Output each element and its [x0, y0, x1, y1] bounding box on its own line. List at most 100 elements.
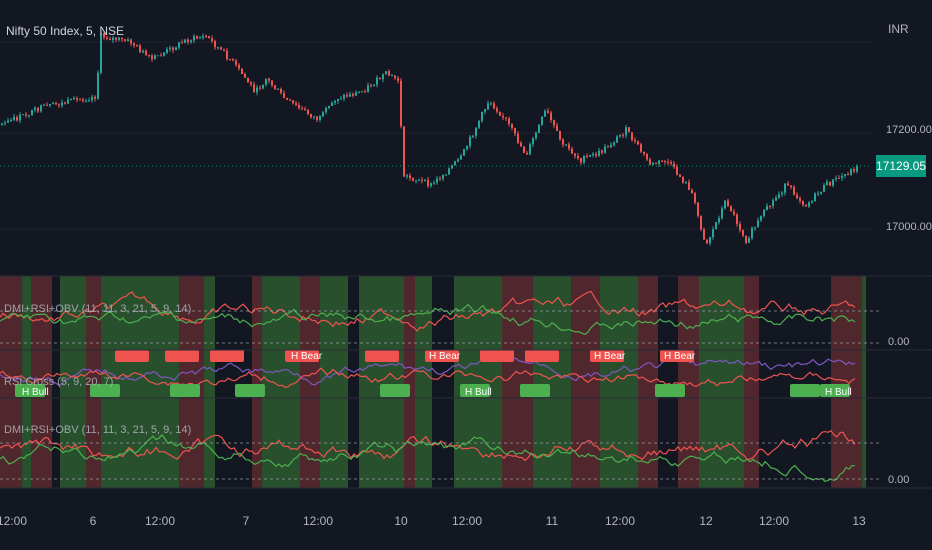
bear-signal-badge	[660, 350, 694, 362]
bear-signal-badge	[590, 350, 624, 362]
x-axis-label: 12:00	[452, 514, 482, 528]
candle-body	[139, 45, 141, 53]
candle-body	[445, 174, 447, 176]
candle-body	[340, 98, 342, 100]
candle-body	[709, 237, 711, 244]
candle-body	[781, 192, 783, 195]
signal-zone	[744, 350, 759, 398]
candle-body	[136, 45, 138, 47]
candle-body	[298, 104, 300, 108]
candle-body	[358, 92, 360, 94]
candle-body	[439, 178, 441, 180]
candle-body	[634, 140, 636, 142]
candle-body	[538, 124, 540, 133]
candle-body	[247, 77, 249, 83]
bear-signal-badge	[425, 350, 459, 362]
candle-body	[625, 127, 627, 136]
signal-zone	[404, 276, 415, 350]
candle-body	[208, 36, 210, 39]
candlestick-series	[1, 30, 858, 246]
candle-body	[415, 180, 417, 182]
candle-body	[562, 139, 564, 145]
candle-body	[106, 37, 108, 39]
candle-body	[565, 144, 567, 146]
candle-body	[133, 43, 135, 46]
candle-body	[313, 116, 315, 118]
candle-body	[49, 104, 51, 106]
candle-body	[529, 144, 531, 155]
candle-body	[769, 205, 771, 207]
candle-body	[451, 165, 453, 169]
candle-body	[103, 33, 105, 38]
signal-zone	[31, 398, 52, 488]
candle-body	[844, 174, 846, 176]
signal-zone	[638, 276, 658, 350]
candle-body	[607, 146, 609, 148]
candle-body	[226, 50, 228, 60]
signal-zone	[86, 276, 101, 350]
pane-separators	[0, 275, 932, 489]
candle-body	[613, 142, 615, 145]
candle-body	[73, 97, 75, 99]
candle-body	[172, 47, 174, 51]
candle-body	[304, 108, 306, 111]
candle-body	[406, 175, 408, 177]
candle-body	[61, 102, 63, 106]
bull-signal-badge	[380, 384, 410, 397]
candle-body	[817, 193, 819, 195]
candle-body	[748, 238, 750, 243]
candle-body	[373, 84, 375, 87]
indicator-lines: H Bull H Bull H Bull H Bear H Bear H Bear H Be…	[0, 290, 856, 483]
candle-body	[832, 179, 834, 186]
candle-body	[223, 49, 225, 51]
candle-body	[424, 179, 426, 181]
pane-title-dmi-rsi-obv-2[interactable]: DMI+RSI+OBV (11, 11, 3, 21, 5, 9, 14)	[4, 424, 192, 436]
rsi-fast-line	[0, 356, 856, 386]
candle-body	[205, 35, 207, 37]
candle-body	[370, 85, 372, 87]
candle-body	[838, 177, 840, 179]
x-axis-label: 12:00	[145, 514, 175, 528]
candle-body	[550, 112, 552, 121]
price-axis-label-17000: 17000.00	[886, 221, 932, 233]
candle-body	[151, 55, 153, 60]
candle-body	[502, 115, 504, 118]
bear-signal-label: H Bear	[291, 351, 323, 362]
signal-zone	[699, 398, 713, 488]
candle-body	[214, 41, 216, 48]
candle-body	[301, 107, 303, 109]
candle-body	[754, 227, 756, 229]
candle-body	[637, 141, 639, 145]
price-axis-label-17200: 17200.00	[886, 124, 932, 136]
signal-zone	[359, 398, 380, 488]
x-axis[interactable]: 12:00 6 12:00 7 12:00 10 12:00 11 12:00 12 12:00 13	[0, 514, 866, 528]
candle-body	[604, 146, 606, 153]
x-axis-label: 13	[852, 514, 866, 528]
candle-body	[292, 100, 294, 104]
candle-body	[514, 128, 516, 134]
candle-body	[787, 183, 789, 186]
di-minus-line	[0, 430, 856, 462]
pane-title-rsi-cross[interactable]: RSI Cross (5, 9, 20, 7)	[4, 376, 114, 388]
candle-body	[553, 120, 555, 126]
candle-body	[25, 114, 27, 116]
pane-title-dmi-rsi-obv-1[interactable]: DMI+RSI+OBV (11, 11, 3, 21, 5, 9, 14)	[4, 303, 192, 315]
candle-body	[733, 211, 735, 215]
candle-body	[397, 78, 399, 81]
candle-body	[496, 108, 498, 112]
candle-body	[37, 107, 39, 112]
candle-body	[244, 74, 246, 78]
candle-body	[166, 49, 168, 53]
bull-signal-badge	[15, 384, 45, 397]
candle-body	[94, 96, 96, 99]
signal-zone	[533, 276, 543, 350]
candle-body	[616, 136, 618, 143]
candle-body	[1, 123, 3, 125]
x-axis-label: 11	[546, 514, 559, 528]
candle-body	[229, 59, 231, 61]
candle-body	[202, 35, 204, 38]
candle-body	[283, 93, 285, 98]
signal-zone	[862, 350, 866, 398]
candle-body	[82, 99, 84, 102]
